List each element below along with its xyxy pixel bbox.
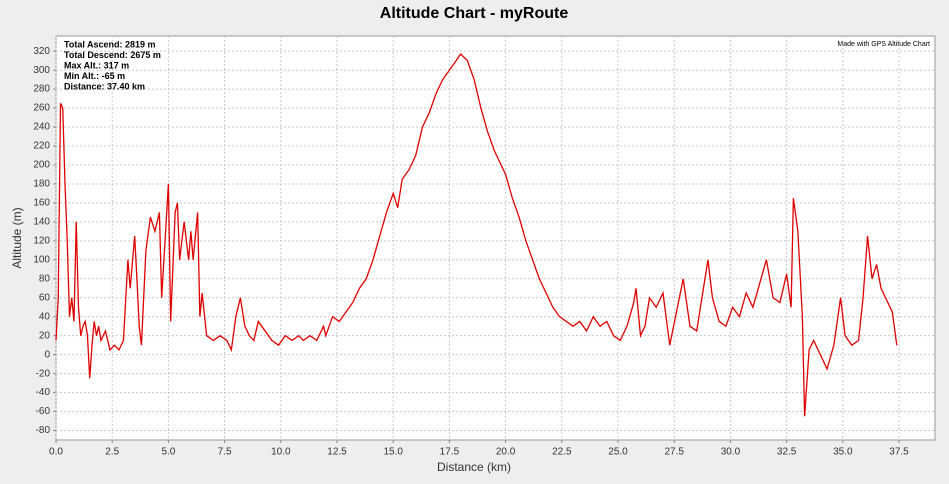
y-tick-label: 100 bbox=[33, 254, 50, 265]
plot-area bbox=[55, 35, 936, 441]
y-tick-label: 40 bbox=[39, 311, 51, 322]
x-tick-label: 17.5 bbox=[440, 447, 460, 458]
y-tick-label: 240 bbox=[33, 122, 50, 133]
y-tick-label: 300 bbox=[33, 65, 50, 76]
y-tick-label: 280 bbox=[33, 84, 50, 95]
x-tick-label: 30.0 bbox=[721, 447, 741, 458]
y-axis-label: Altitude (m) bbox=[10, 207, 24, 268]
x-tick-label: 25.0 bbox=[608, 447, 628, 458]
x-tick-label: 27.5 bbox=[664, 447, 684, 458]
y-tick-label: 260 bbox=[33, 103, 50, 114]
x-tick-label: 35.0 bbox=[833, 447, 853, 458]
y-tick-label: 220 bbox=[33, 141, 50, 152]
y-tick-label: 60 bbox=[39, 292, 51, 303]
y-tick-label: -60 bbox=[36, 406, 51, 417]
y-tick-label: 180 bbox=[33, 179, 50, 190]
x-tick-label: 10.0 bbox=[271, 447, 291, 458]
credit: Made with GPS Altitude Chart bbox=[837, 41, 930, 48]
altitude-line bbox=[55, 53, 898, 417]
y-tick-label: 120 bbox=[33, 235, 50, 246]
x-tick-label: 20.0 bbox=[496, 447, 516, 458]
y-tick-label: 20 bbox=[39, 330, 51, 341]
y-tick-label: -20 bbox=[36, 368, 51, 379]
x-axis-label: Distance (km) bbox=[437, 460, 511, 474]
y-tick-label: 140 bbox=[33, 217, 50, 228]
x-tick-label: 37.5 bbox=[889, 447, 909, 458]
chart-title: Altitude Chart - myRoute bbox=[380, 5, 569, 22]
x-tick-label: 15.0 bbox=[383, 447, 403, 458]
stat-annotation: Min Alt.: -65 m bbox=[64, 71, 125, 81]
y-tick-label: 320 bbox=[33, 46, 50, 57]
x-tick-label: 7.5 bbox=[218, 447, 232, 458]
stat-annotation: Total Ascend: 2819 m bbox=[64, 39, 156, 49]
x-tick-label: 2.5 bbox=[105, 447, 119, 458]
stat-annotation: Total Descend: 2675 m bbox=[64, 50, 161, 60]
x-tick-label: 0.0 bbox=[49, 447, 63, 458]
y-tick-label: 0 bbox=[44, 349, 50, 360]
x-tick-label: 12.5 bbox=[327, 447, 347, 458]
y-tick-label: 160 bbox=[33, 198, 50, 209]
stat-annotation: Max Alt.: 317 m bbox=[64, 60, 129, 70]
x-tick-label: 32.5 bbox=[777, 447, 797, 458]
y-tick-label: 80 bbox=[39, 273, 51, 284]
x-tick-label: 22.5 bbox=[552, 447, 572, 458]
y-tick-label: -40 bbox=[36, 387, 51, 398]
stat-annotation: Distance: 37.40 km bbox=[64, 81, 145, 91]
x-tick-label: 5.0 bbox=[161, 447, 175, 458]
y-tick-label: 200 bbox=[33, 160, 50, 171]
y-tick-label: -80 bbox=[36, 425, 51, 436]
